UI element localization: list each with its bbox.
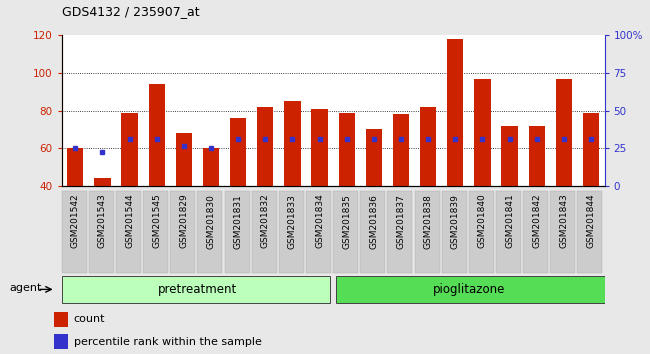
Text: GSM201835: GSM201835 (342, 194, 351, 249)
Bar (62, 276, 330, 303)
Bar (336, 276, 604, 303)
Text: GSM201831: GSM201831 (233, 194, 242, 249)
Bar (149, 84, 165, 186)
Bar (360, 191, 385, 273)
Bar (122, 113, 138, 186)
Text: GSM201542: GSM201542 (71, 194, 80, 248)
Bar (170, 191, 195, 273)
Bar (523, 191, 548, 273)
Text: agent: agent (9, 283, 42, 293)
Text: GSM201544: GSM201544 (125, 194, 134, 248)
Bar (116, 191, 141, 273)
Text: GSM201843: GSM201843 (559, 194, 568, 249)
Bar (225, 191, 250, 273)
Text: GSM201844: GSM201844 (586, 194, 595, 248)
Text: GSM201837: GSM201837 (396, 194, 406, 249)
Text: GSM201839: GSM201839 (450, 194, 460, 249)
Text: GSM201842: GSM201842 (532, 194, 541, 248)
Bar (203, 148, 219, 186)
Bar (496, 191, 521, 273)
Bar (339, 113, 355, 186)
Bar (279, 191, 304, 273)
Bar (176, 133, 192, 186)
Text: GSM201840: GSM201840 (478, 194, 487, 249)
Bar (333, 191, 358, 273)
Bar (387, 191, 412, 273)
Bar (366, 130, 382, 186)
Bar (143, 191, 168, 273)
Bar (55, 334, 68, 349)
Bar (583, 113, 599, 186)
Bar (67, 148, 83, 186)
Bar (62, 191, 86, 273)
Bar (306, 191, 331, 273)
Text: GSM201834: GSM201834 (315, 194, 324, 249)
Text: GSM201832: GSM201832 (261, 194, 270, 249)
Text: GSM201833: GSM201833 (288, 194, 297, 249)
Text: GDS4132 / 235907_at: GDS4132 / 235907_at (62, 5, 200, 18)
Bar (311, 109, 328, 186)
Bar (55, 312, 68, 327)
Bar (420, 107, 436, 186)
Bar (94, 178, 111, 186)
Bar (528, 126, 545, 186)
Bar (284, 101, 300, 186)
Bar (556, 79, 572, 186)
Text: GSM201836: GSM201836 (369, 194, 378, 249)
Text: GSM201838: GSM201838 (424, 194, 433, 249)
Text: GSM201841: GSM201841 (505, 194, 514, 249)
Text: GSM201830: GSM201830 (207, 194, 216, 249)
Bar (550, 191, 575, 273)
Bar (474, 79, 491, 186)
Text: pretreatment: pretreatment (158, 283, 237, 296)
Bar (257, 107, 274, 186)
Bar (469, 191, 494, 273)
Bar (415, 191, 439, 273)
Bar (441, 191, 467, 273)
Bar (393, 114, 409, 186)
Bar (577, 191, 603, 273)
Text: pioglitazone: pioglitazone (433, 283, 505, 296)
Text: GSM201829: GSM201829 (179, 194, 188, 249)
Text: GSM201545: GSM201545 (152, 194, 161, 249)
Bar (501, 126, 517, 186)
Bar (230, 118, 246, 186)
Bar (447, 39, 463, 186)
Bar (198, 191, 222, 273)
Bar (89, 191, 114, 273)
Text: GSM201543: GSM201543 (98, 194, 107, 249)
Text: percentile rank within the sample: percentile rank within the sample (73, 337, 262, 347)
Text: count: count (73, 314, 105, 324)
Bar (252, 191, 277, 273)
